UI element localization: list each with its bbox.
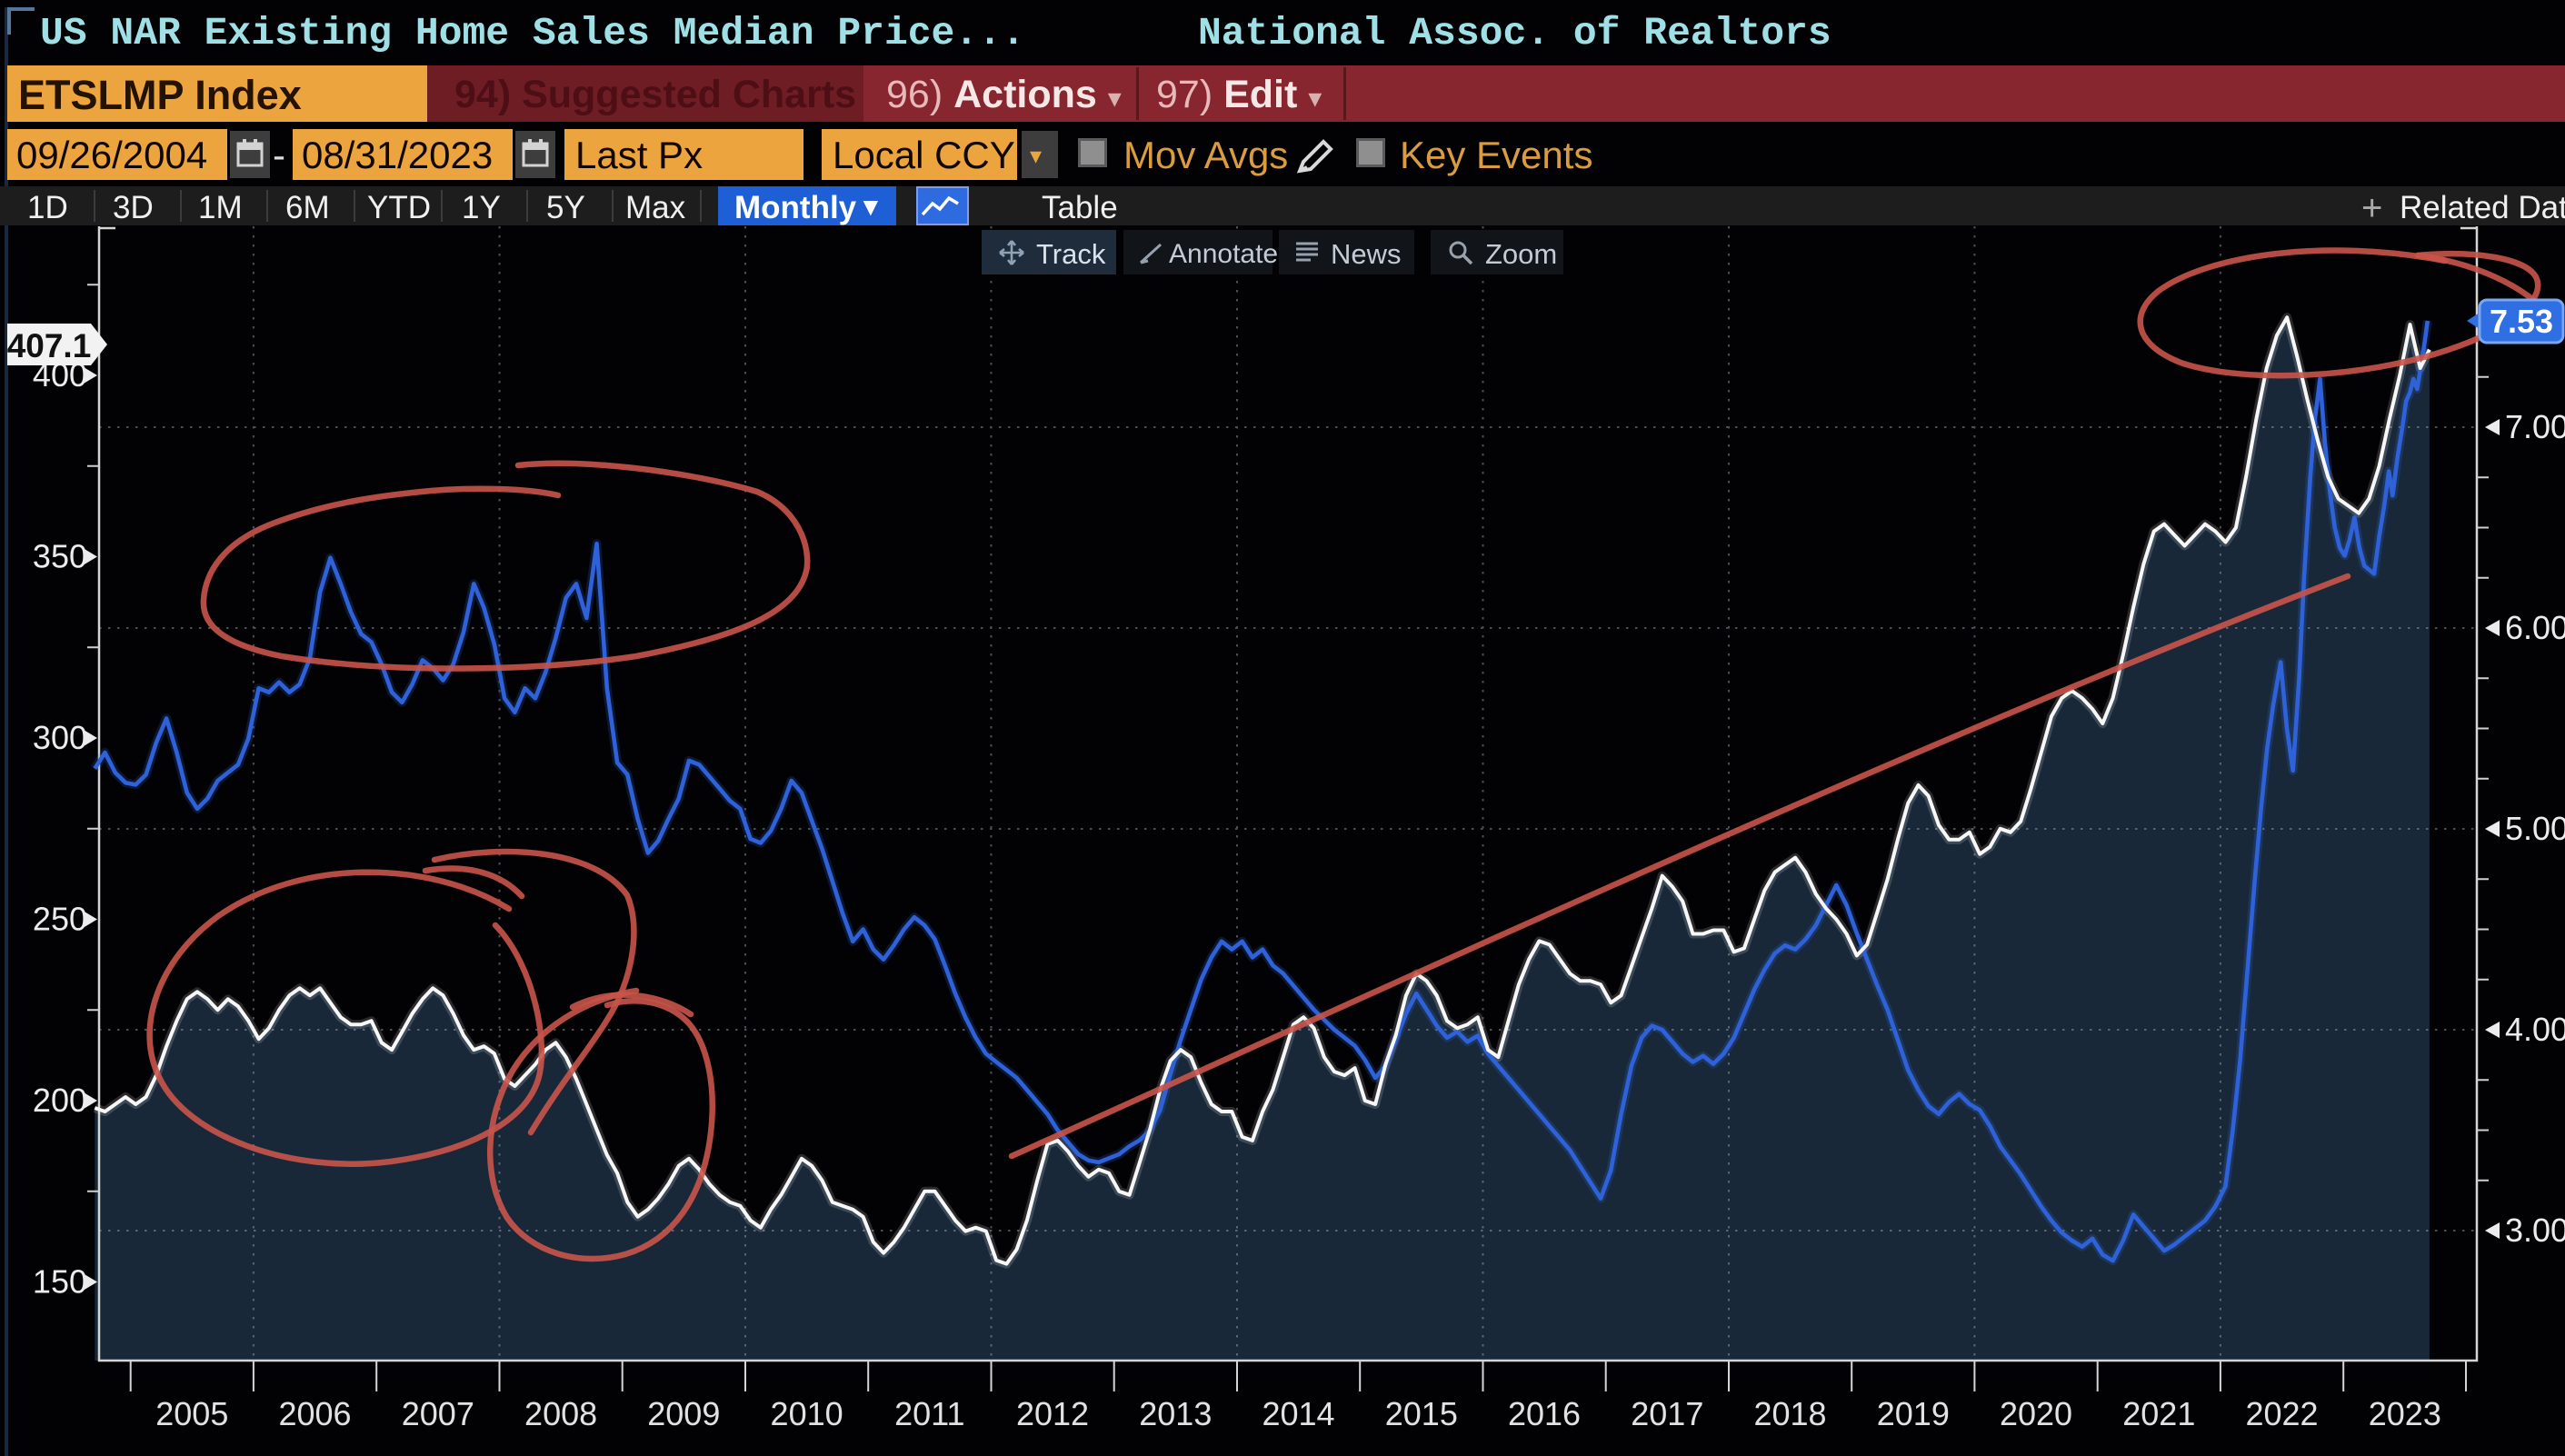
svg-text:7.00: 7.00 [2505, 408, 2565, 445]
svg-text:5.00: 5.00 [2505, 810, 2565, 847]
svg-text:2023: 2023 [2369, 1395, 2441, 1432]
svg-text:300: 300 [33, 719, 87, 756]
svg-text:2011: 2011 [894, 1395, 964, 1432]
svg-text:2006: 2006 [278, 1395, 351, 1432]
svg-text:2013: 2013 [1139, 1395, 1212, 1432]
svg-text:2019: 2019 [1877, 1395, 1950, 1432]
svg-text:6.00: 6.00 [2505, 609, 2565, 646]
svg-text:2012: 2012 [1016, 1395, 1089, 1432]
svg-text:7.53: 7.53 [2490, 303, 2553, 340]
svg-text:2017: 2017 [1631, 1395, 1703, 1432]
svg-text:2014: 2014 [1262, 1395, 1334, 1432]
svg-text:2016: 2016 [1508, 1395, 1581, 1432]
svg-text:2015: 2015 [1385, 1395, 1458, 1432]
svg-text:250: 250 [33, 901, 87, 938]
svg-text:2005: 2005 [155, 1395, 228, 1432]
svg-text:3.00: 3.00 [2505, 1212, 2565, 1249]
svg-text:2022: 2022 [2245, 1395, 2318, 1432]
svg-text:2007: 2007 [402, 1395, 474, 1432]
svg-text:2021: 2021 [2122, 1395, 2195, 1432]
svg-text:2020: 2020 [2000, 1395, 2072, 1432]
svg-text:350: 350 [33, 538, 87, 575]
svg-text:200: 200 [33, 1082, 87, 1119]
svg-text:2018: 2018 [1753, 1395, 1826, 1432]
svg-text:407.1: 407.1 [7, 327, 92, 364]
svg-text:2009: 2009 [647, 1395, 720, 1432]
svg-text:2010: 2010 [771, 1395, 843, 1432]
svg-text:150: 150 [33, 1263, 87, 1301]
svg-text:2008: 2008 [524, 1395, 597, 1432]
svg-text:4.00: 4.00 [2505, 1011, 2565, 1048]
